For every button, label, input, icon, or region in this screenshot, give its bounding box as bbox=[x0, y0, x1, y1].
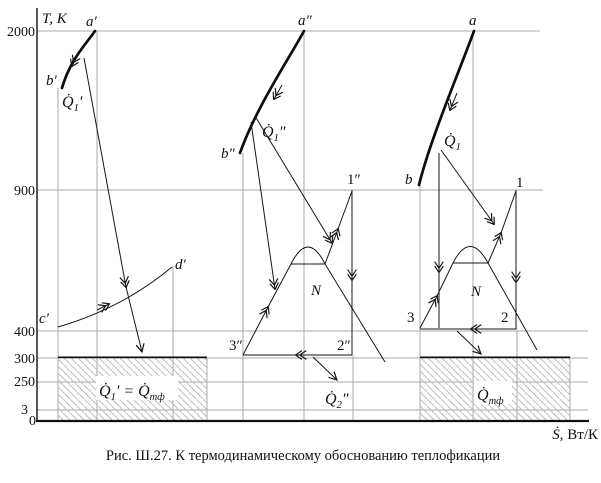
tick-250: 250 bbox=[14, 375, 35, 390]
dome-left-arrow-right bbox=[419, 296, 437, 329]
heat-arrow-right-b bbox=[440, 149, 494, 224]
arrow-on-curve-right bbox=[450, 92, 457, 110]
heat-label-q1-eq-qtf: Q̇1′ = Q̇тф bbox=[99, 382, 165, 403]
arrow-on-curve-left bbox=[72, 50, 79, 66]
arrow-on-curve-middle bbox=[274, 84, 282, 99]
y-axis-title: T, К bbox=[42, 11, 68, 27]
to-point1-arrow-middle bbox=[324, 229, 338, 265]
figure-caption: Рис. Ш.27. К термодинамическому обоснова… bbox=[106, 448, 500, 464]
heat-arrow-middle-b bbox=[254, 115, 332, 243]
label-backplate-right bbox=[474, 381, 512, 404]
heat-arrow-left-to-rect bbox=[125, 286, 145, 354]
gas-cooling-curves bbox=[60, 29, 476, 187]
heat-arrow-left-upper bbox=[83, 57, 126, 287]
heat-quantity-labels: Q̇1′ Q̇1″ Q̇1 Q̇2″ Q̇1′ = Q̇тф Q̇тф bbox=[62, 93, 504, 411]
y-tick-labels: 2000 900 400 300 250 3 0 bbox=[7, 25, 36, 429]
point-label-b-dprime: b″ bbox=[221, 146, 236, 162]
qtf-reject-arrow-right bbox=[456, 330, 482, 355]
heat-label-q2-dprime: Q̇2″ bbox=[325, 390, 349, 411]
heat-arrow-middle-a bbox=[250, 121, 275, 289]
point-labels-right: a b 1 2 3 N bbox=[405, 13, 524, 326]
dome-right bbox=[420, 190, 538, 351]
heat-flow-arrows bbox=[72, 50, 516, 381]
curve-a-b-left bbox=[60, 29, 97, 90]
point-labels-middle: a″ b″ 1″ 2″ 3″ N bbox=[221, 13, 361, 354]
label-backplate-left bbox=[96, 376, 178, 400]
heat-label-q1-prime: Q̇1′ bbox=[62, 93, 83, 114]
point-label-a-dprime: a″ bbox=[298, 13, 313, 29]
dome-middle bbox=[243, 190, 386, 363]
point-label-2: 2 bbox=[501, 310, 509, 326]
tick-400: 400 bbox=[14, 325, 35, 340]
point-label-b-prime: b′ bbox=[46, 73, 58, 89]
tick-900: 900 bbox=[14, 184, 35, 199]
curve-c-d-left bbox=[57, 266, 173, 328]
point-label-d-prime: d′ bbox=[175, 257, 187, 273]
to-point1-arrow-right bbox=[487, 233, 501, 264]
axes bbox=[36, 8, 589, 423]
work-label-n-right: N bbox=[470, 284, 482, 300]
tick-0: 0 bbox=[29, 414, 36, 429]
x-axis-title: Ṡ, Вт/К bbox=[552, 426, 599, 443]
heat-label-q1-dprime: Q̇1″ bbox=[262, 123, 286, 144]
tick-2000: 2000 bbox=[7, 25, 35, 40]
point-label-1-dprime: 1″ bbox=[347, 172, 361, 188]
point-label-3-dprime: 3″ bbox=[229, 338, 243, 354]
work-label-n-middle: N bbox=[310, 283, 322, 299]
point-label-2-dprime: 2″ bbox=[337, 338, 351, 354]
point-label-3: 3 bbox=[407, 310, 415, 326]
tick-300: 300 bbox=[14, 352, 35, 367]
point-label-a: a bbox=[469, 13, 477, 29]
cycle-lines bbox=[57, 190, 538, 363]
point-label-b: b bbox=[405, 172, 413, 188]
heat-label-q1: Q̇1 bbox=[444, 132, 461, 153]
q2-reject-arrow-middle bbox=[312, 356, 338, 381]
point-label-a-prime: a′ bbox=[86, 14, 98, 30]
curve-a-b-right bbox=[417, 29, 476, 187]
point-label-c-prime: c′ bbox=[39, 311, 50, 327]
point-label-1: 1 bbox=[516, 175, 524, 191]
heat-label-qtf: Q̇тф bbox=[477, 386, 504, 407]
tick-3: 3 bbox=[21, 403, 28, 418]
dome-left-arrow-middle bbox=[242, 307, 268, 356]
arrow-on-curve-c-d bbox=[96, 304, 109, 310]
point-labels-left: a′ b′ c′ d′ bbox=[39, 14, 187, 327]
curve-a-b-middle bbox=[238, 29, 306, 155]
